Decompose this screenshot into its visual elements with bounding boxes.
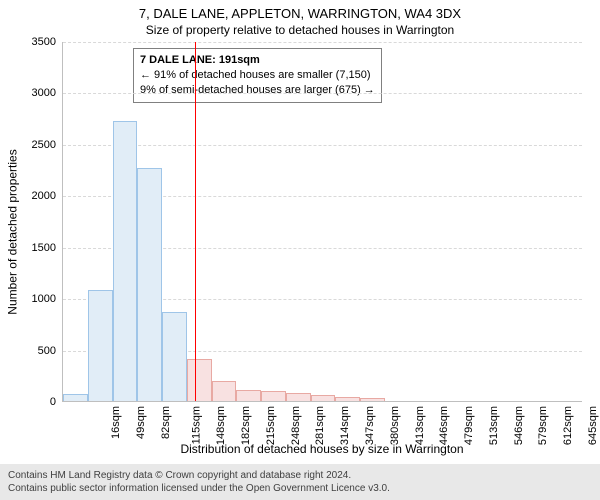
x-tick-labels: 16sqm 49sqm 82sqm 115sqm 148sqm 182sqm 215sqm 2…: [62, 404, 582, 444]
histogram-bar: [63, 394, 88, 401]
histogram-bar: [187, 359, 212, 401]
x-tick-label: 49sqm: [135, 406, 147, 439]
chart-area: Number of detached properties 0 500 1000 15…: [0, 42, 600, 450]
histogram-bar: [311, 395, 336, 401]
x-tick-label: 612sqm: [562, 406, 574, 445]
plot-region: 7 DALE LANE: 191sqm ← 91% of detached ho…: [62, 42, 582, 402]
x-tick-label: 148sqm: [216, 406, 228, 445]
info-box-line3: 9% of semi-detached houses are larger (6…: [140, 83, 375, 98]
x-tick-label: 16sqm: [110, 406, 122, 439]
info-box-line2: ← 91% of detached houses are smaller (7,…: [140, 68, 375, 83]
gridline-h: [63, 145, 582, 146]
histogram-bar: [261, 391, 286, 401]
x-tick-label: 446sqm: [438, 406, 450, 445]
gridline-h: [63, 42, 582, 43]
chart-subtitle: Size of property relative to detached ho…: [0, 21, 600, 37]
footer-attribution: Contains HM Land Registry data © Crown c…: [0, 464, 600, 500]
marker-vline: [195, 42, 196, 401]
x-tick-label: 182sqm: [240, 406, 252, 445]
y-tick-label: 2000: [32, 190, 56, 202]
y-tick-label: 1000: [32, 293, 56, 305]
footer-line1: Contains HM Land Registry data © Crown c…: [8, 469, 592, 482]
info-box-line1: 7 DALE LANE: 191sqm: [140, 53, 375, 68]
x-tick-label: 380sqm: [389, 406, 401, 445]
histogram-bar: [335, 397, 360, 401]
histogram-bar: [360, 398, 385, 401]
footer-line2: Contains public sector information licen…: [8, 482, 592, 495]
y-tick-label: 0: [50, 396, 56, 408]
x-axis-label: Distribution of detached houses by size …: [62, 442, 582, 456]
histogram-bar: [113, 121, 138, 401]
y-tick-labels: 0500100015002000250030003500: [22, 42, 60, 402]
y-tick-label: 1500: [32, 242, 56, 254]
y-tick-label: 3500: [32, 36, 56, 48]
figure-root: 7, DALE LANE, APPLETON, WARRINGTON, WA4 …: [0, 0, 600, 500]
histogram-bar: [88, 290, 113, 401]
x-tick-label: 579sqm: [537, 406, 549, 445]
x-tick-label: 281sqm: [315, 406, 327, 445]
gridline-h: [63, 93, 582, 94]
y-tick-label: 3000: [32, 87, 56, 99]
histogram-bar: [236, 390, 261, 401]
x-tick-label: 645sqm: [587, 406, 599, 445]
chart-title: 7, DALE LANE, APPLETON, WARRINGTON, WA4 …: [0, 0, 600, 21]
histogram-bar: [286, 393, 311, 401]
y-axis-label: Number of detached properties: [6, 42, 20, 422]
x-tick-label: 347sqm: [364, 406, 376, 445]
histogram-bar: [212, 381, 237, 401]
histogram-bar: [137, 168, 162, 401]
x-tick-label: 215sqm: [265, 406, 277, 445]
x-tick-label: 479sqm: [463, 406, 475, 445]
histogram-bar: [162, 312, 187, 401]
x-tick-label: 314sqm: [339, 406, 351, 445]
x-tick-label: 115sqm: [190, 406, 202, 444]
x-tick-label: 513sqm: [488, 406, 500, 445]
x-tick-label: 413sqm: [414, 406, 426, 445]
x-tick-label: 248sqm: [290, 406, 302, 445]
x-tick-label: 546sqm: [513, 406, 525, 445]
y-tick-label: 2500: [32, 139, 56, 151]
y-axis-label-text: Number of detached properties: [6, 149, 20, 314]
y-tick-label: 500: [38, 345, 56, 357]
x-tick-label: 82sqm: [160, 406, 172, 439]
